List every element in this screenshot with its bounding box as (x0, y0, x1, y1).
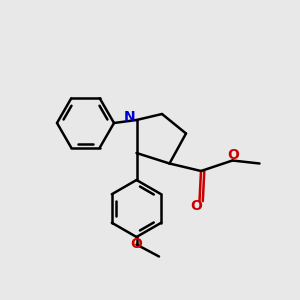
Text: O: O (130, 238, 142, 251)
Text: O: O (190, 200, 202, 213)
Text: N: N (124, 110, 136, 124)
Text: O: O (227, 148, 239, 162)
